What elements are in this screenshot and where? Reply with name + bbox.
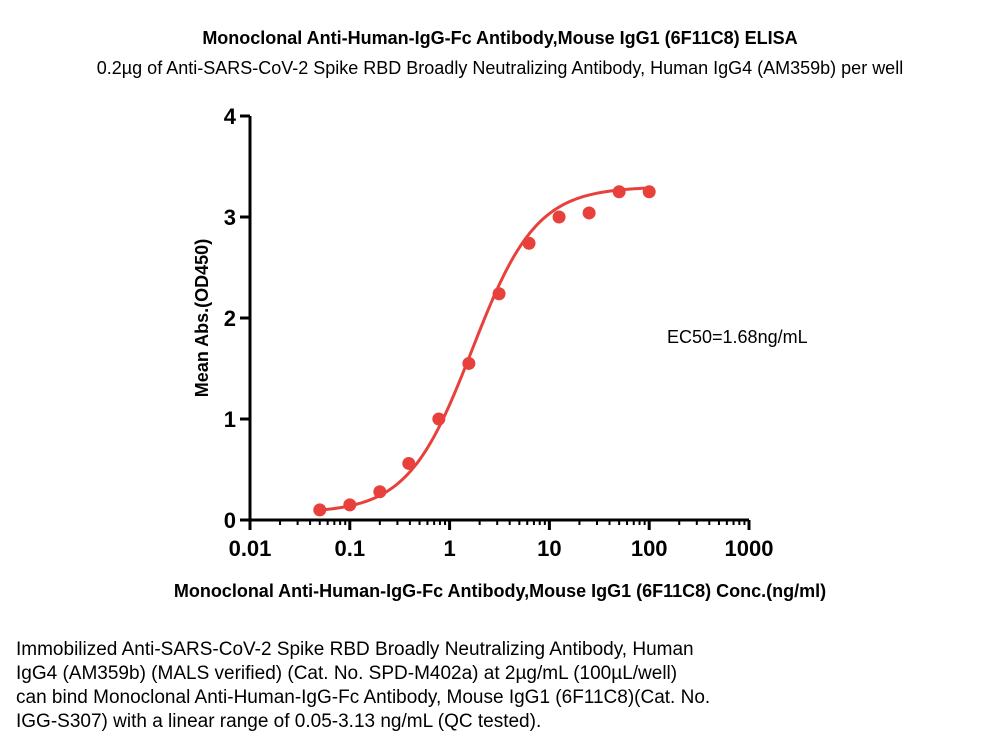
ec50-annotation: EC50=1.68ng/mL [667,327,808,347]
y-tick-label: 1 [224,407,236,432]
caption-line: Immobilized Anti-SARS-CoV-2 Spike RBD Br… [16,639,694,660]
data-point [432,412,446,426]
data-point [402,456,416,470]
chart-subtitle: 0.2µg of Anti-SARS-CoV-2 Spike RBD Broad… [96,58,904,78]
fit-curve [319,186,650,512]
x-tick-label: 0.01 [229,536,272,561]
x-tick-label: 0.1 [335,536,366,561]
x-tick-label: 10 [537,536,561,561]
caption-line: IGG-S307) with a linear range of 0.05-3.… [16,711,542,732]
data-point [373,485,387,499]
x-axis-label: Monoclonal Anti-Human-IgG-Fc Antibody,Mo… [174,581,826,601]
data-point [552,210,566,224]
chart-title: Monoclonal Anti-Human-IgG-Fc Antibody,Mo… [202,28,798,48]
x-tick-label: 100 [631,536,668,561]
figure-caption: Immobilized Anti-SARS-CoV-2 Spike RBD Br… [16,638,916,734]
y-tick-label: 3 [224,205,236,230]
caption-line: can bind Monoclonal Anti-Human-IgG-Fc An… [16,687,711,708]
y-axis-label: Mean Abs.(OD450) [192,239,212,397]
y-tick-label: 0 [224,508,236,533]
data-point [343,498,357,512]
data-point [492,287,506,301]
caption-line: IgG4 (AM359b) (MALS verified) (Cat. No. … [16,663,678,684]
x-tick-label: 1 [443,536,455,561]
data-point [462,356,476,370]
fit-curve-group [319,186,650,512]
x-tick-label: 1000 [725,536,774,561]
data-point [612,185,626,199]
data-point [522,236,536,250]
y-tick-label: 2 [224,306,236,331]
y-tick-label: 4 [224,104,237,129]
data-point [642,185,656,199]
axes: 0 1 2 3 4 0.01 0.1 1 10 100 1000 [224,104,774,561]
data-point [582,206,596,220]
data-points [313,185,656,517]
data-point [313,503,327,517]
